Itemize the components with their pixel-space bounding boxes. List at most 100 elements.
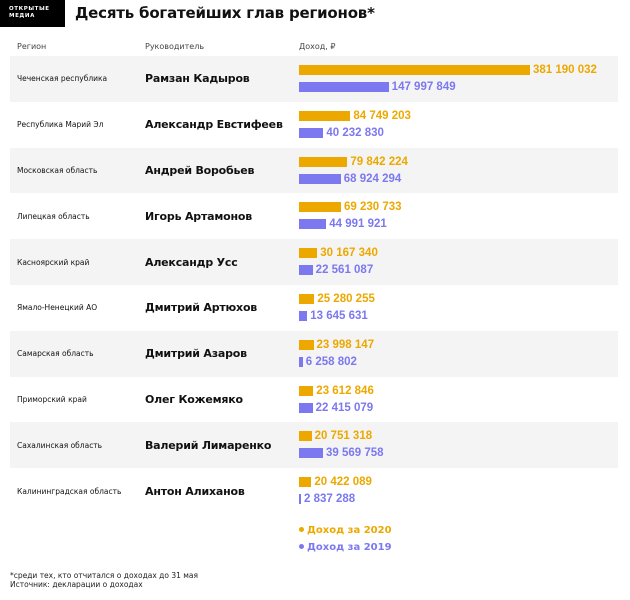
bar-2020-fill (299, 431, 312, 442)
bar-2020: 23 998 147 (299, 339, 374, 351)
value-2019: 22 561 087 (315, 264, 374, 277)
bar-2019: 6 258 802 (299, 356, 357, 368)
value-2020: 30 167 340 (320, 247, 378, 260)
table-row: Липецкая область Игорь Артамонов 69 230 … (10, 193, 618, 239)
leader-name: Александр Евстифеев (145, 118, 283, 132)
bar-2020-fill (299, 202, 341, 213)
region-name: Чеченская республика (17, 74, 108, 84)
value-2019: 39 569 758 (325, 447, 384, 460)
bar-2020: 25 280 255 (299, 293, 375, 305)
table-row: Республика Марий Эл Александр Евстифеев … (10, 102, 618, 148)
footnote: *среди тех, кто отчитался о доходах до 3… (10, 571, 199, 580)
bar-2020-fill (299, 65, 530, 75)
logo-line-1: ОТКРЫТЫЕ (9, 6, 50, 12)
bar-2020: 381 190 032 (299, 64, 597, 76)
region-name: Московская область (17, 165, 98, 175)
bar-2019-fill (299, 82, 389, 92)
bar-2019-fill (299, 448, 323, 459)
bar-2019: 44 991 921 (299, 218, 387, 230)
bar-2019: 2 837 288 (299, 493, 355, 505)
region-name: Касноярский край (17, 257, 90, 267)
bar-2020: 23 612 846 (299, 385, 374, 397)
value-2019: 44 991 921 (329, 218, 387, 231)
chart-rows: Чеченская республика Рамзан Кадыров 381 … (10, 56, 618, 514)
bar-2019-fill (299, 356, 303, 367)
value-2020: 25 280 255 (317, 292, 375, 305)
value-2019: 2 837 288 (304, 493, 356, 506)
footnotes: *среди тех, кто отчитался о доходах до 3… (10, 571, 198, 589)
legend: Доход за 2020 Доход за 2019 (299, 522, 392, 556)
leader-name: Дмитрий Азаров (145, 347, 247, 361)
bar-2019-fill (299, 265, 313, 276)
leader-name: Олег Кожемяко (145, 392, 243, 406)
bar-2019: 13 645 631 (299, 310, 368, 322)
bar-2020-fill (299, 293, 315, 304)
value-2020: 20 751 318 (314, 430, 373, 443)
bar-2020: 30 167 340 (299, 247, 378, 259)
value-2020: 23 998 147 (316, 338, 375, 351)
bar-2019: 68 924 294 (299, 173, 401, 185)
legend-item-2020: Доход за 2020 (299, 522, 392, 539)
bar-2019: 40 232 830 (299, 127, 384, 139)
legend-label-2019: Доход за 2019 (307, 542, 392, 553)
bar-2020: 20 751 318 (299, 430, 372, 442)
bar-2020-fill (299, 156, 348, 167)
legend-label-2020: Доход за 2020 (307, 525, 392, 536)
region-name: Республика Марий Эл (17, 120, 104, 130)
region-name: Самарская область (17, 349, 94, 359)
bar-2020: 69 230 733 (299, 201, 402, 213)
value-2020: 69 230 733 (343, 201, 402, 214)
leader-name: Игорь Артамонов (145, 209, 253, 223)
region-name: Ямало-Ненецкий АО (17, 303, 98, 313)
bar-2019-fill (299, 219, 327, 230)
table-row: Сахалинская область Валерий Лимаренко 20… (10, 422, 618, 469)
bar-2020-fill (299, 339, 314, 350)
leader-name: Андрей Воробьев (145, 163, 255, 177)
bar-2019: 22 415 079 (299, 402, 373, 414)
bar-2020: 84 749 203 (299, 110, 411, 122)
bar-2020-fill (299, 477, 312, 488)
table-row: Приморский край Олег Кожемяко 23 612 846… (10, 377, 618, 423)
bar-2020: 20 422 089 (299, 476, 372, 488)
value-2020: 79 842 224 (350, 155, 408, 168)
value-2019: 6 258 802 (305, 355, 357, 368)
source-note: Источник: декларации о доходах (10, 580, 143, 589)
table-row: Самарская область Дмитрий Азаров 23 998 … (10, 330, 618, 377)
table-row: Калининградская область Антон Алиханов 2… (10, 468, 618, 514)
leader-name: Рамзан Кадыров (145, 72, 250, 86)
value-2019: 68 924 294 (343, 172, 402, 185)
value-2020: 381 190 032 (533, 64, 597, 76)
region-name: Липецкая область (17, 211, 90, 221)
dot-icon (299, 543, 304, 549)
bar-2019-fill (299, 173, 341, 184)
bar-2019-fill (299, 310, 308, 321)
column-header-leader: Руководитель (145, 42, 205, 51)
bar-2019: 39 569 758 (299, 447, 384, 459)
column-header-income: Доход, ₽ (299, 42, 336, 51)
leader-name: Валерий Лимаренко (145, 438, 272, 452)
value-2020: 84 749 203 (353, 109, 411, 122)
logo: ОТКРЫТЫЕ МЕДИА (0, 0, 65, 27)
dot-icon (299, 526, 304, 532)
region-name: Приморский край (17, 394, 87, 404)
leader-name: Антон Алиханов (145, 484, 245, 498)
legend-item-2019: Доход за 2019 (299, 539, 392, 556)
bar-2019-fill (299, 494, 301, 505)
bar-2019-fill (299, 402, 313, 413)
table-row: Касноярский край Александр Усс 30 167 34… (10, 239, 618, 285)
bar-2019: 22 561 087 (299, 264, 373, 276)
chart-title: Десять богатейших глав регионов* (75, 4, 375, 22)
table-row: Ямало-Ненецкий АО Дмитрий Артюхов 25 280… (10, 285, 618, 331)
value-2019: 13 645 631 (310, 309, 368, 322)
bar-2020-fill (299, 248, 318, 259)
value-2019: 22 415 079 (315, 401, 374, 414)
bar-2020-fill (299, 385, 314, 396)
column-header-region: Регион (17, 42, 47, 51)
table-row: Московская область Андрей Воробьев 79 84… (10, 147, 618, 194)
bar-2020: 79 842 224 (299, 156, 408, 168)
value-2019: 40 232 830 (326, 126, 384, 139)
region-name: Сахалинская область (17, 440, 103, 450)
region-name: Калининградская область (17, 486, 122, 496)
bar-2019: 147 997 849 (299, 81, 456, 93)
value-2019: 147 997 849 (391, 81, 456, 93)
